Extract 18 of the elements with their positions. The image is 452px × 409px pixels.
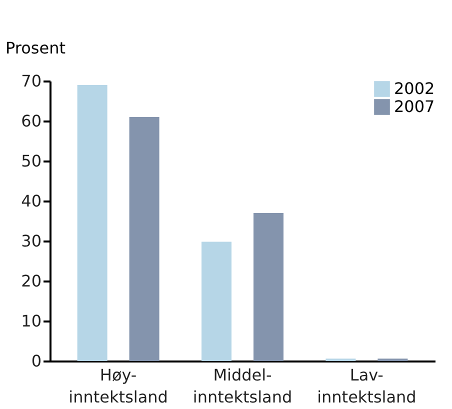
y-tick-label: 0 [31, 352, 42, 370]
y-tick-label: 20 [21, 272, 42, 290]
y-tick-label: 40 [21, 192, 42, 210]
bar [77, 85, 108, 361]
y-tick-label: 30 [21, 232, 42, 250]
y-tick-label: 60 [21, 112, 42, 130]
bar [253, 213, 284, 361]
x-tick-label: Middel- inntektsland [192, 366, 292, 406]
legend-label: 2007 [394, 97, 435, 116]
y-axis-title: Prosent [6, 38, 66, 58]
bar [202, 242, 232, 361]
legend-label: 2002 [394, 79, 435, 98]
x-tick-label: Høy- inntektsland [68, 366, 168, 406]
x-tick-label: Lav- inntektsland [317, 366, 416, 406]
y-tick-label: 10 [21, 312, 42, 330]
y-tick-label: 70 [21, 72, 42, 90]
bar [129, 117, 160, 361]
y-tick-label: 50 [21, 152, 42, 170]
